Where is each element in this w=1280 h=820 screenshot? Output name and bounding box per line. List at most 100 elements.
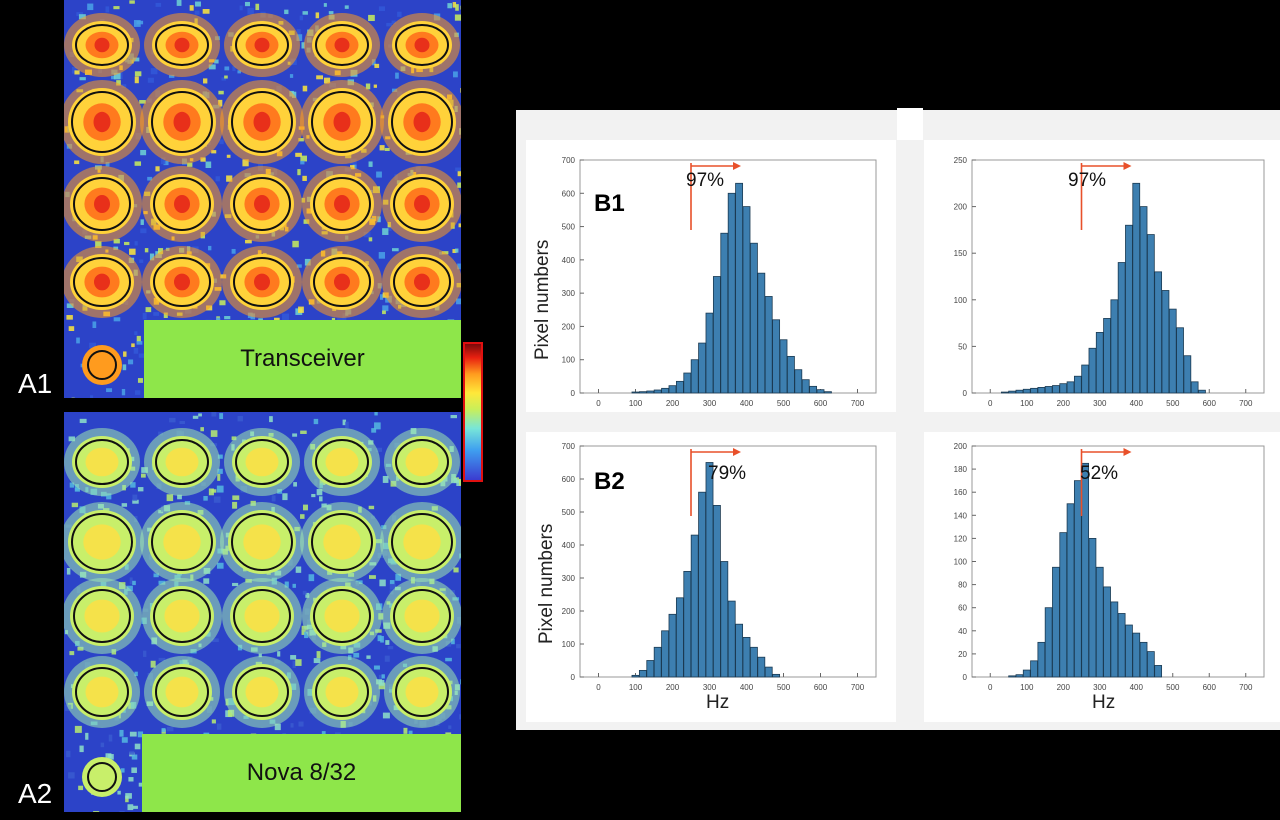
y-tick-label: 80 <box>958 581 967 590</box>
histogram-bar <box>690 534 699 678</box>
tissue-slice <box>302 166 382 242</box>
roi-contour <box>311 513 373 571</box>
histogram-bar <box>1095 566 1104 678</box>
y-tick-label: 40 <box>958 627 967 636</box>
y-tick-label: 250 <box>954 156 968 165</box>
histogram-bar <box>1125 224 1133 394</box>
histogram-bar <box>1117 262 1126 394</box>
arrow-head <box>733 448 741 456</box>
tissue-slice <box>82 345 122 385</box>
roi-contour <box>153 257 211 307</box>
x-tick-label: 500 <box>777 683 791 692</box>
x-tick-label: 300 <box>703 399 717 408</box>
x-tick-label: 0 <box>988 399 993 408</box>
histogram-bar <box>1183 355 1192 394</box>
divider <box>897 108 923 140</box>
histogram-bar <box>720 561 729 678</box>
histogram-bar <box>1066 503 1075 678</box>
x-tick-label: 700 <box>851 399 865 408</box>
roi-contour <box>315 24 369 66</box>
x-tick-label: 700 <box>1239 683 1253 692</box>
y-tick-label: 100 <box>954 558 968 567</box>
tissue-slice <box>142 578 222 654</box>
histogram-bar <box>1008 675 1017 678</box>
roi-contour <box>233 177 291 231</box>
tissue-slice <box>382 578 461 654</box>
roi-contour <box>235 667 289 717</box>
tissue-slice <box>384 656 460 728</box>
histogram-bar <box>1154 271 1163 394</box>
histogram-bar <box>727 600 736 678</box>
y-tick-label: 700 <box>562 442 576 451</box>
histogram-bar <box>1103 586 1111 678</box>
histogram-bar <box>712 505 721 678</box>
y-tick-label: 300 <box>562 574 576 583</box>
histogram-bar <box>1073 480 1082 678</box>
y-tick-label: 180 <box>954 465 968 474</box>
frequency-map-image <box>64 412 461 812</box>
histogram-bar <box>1161 290 1170 394</box>
tissue-slice <box>304 13 380 77</box>
frequency-map-transceiver: Transceiver <box>64 0 461 398</box>
histogram-bar <box>653 646 662 678</box>
histogram-bar <box>794 369 803 394</box>
tissue-slice <box>304 428 380 496</box>
histogram-bar <box>757 272 766 394</box>
percent-annotation: 97% <box>1068 170 1107 191</box>
tissue-slice <box>224 656 300 728</box>
frequency-map-image <box>64 0 461 398</box>
histogram-bar <box>809 385 818 394</box>
coil-label-text: Transceiver <box>240 345 365 372</box>
histogram-bar <box>683 570 692 678</box>
arrow-head <box>1123 448 1132 456</box>
roi-contour <box>233 257 291 307</box>
roi-contour <box>73 589 131 643</box>
y-tick-label: 100 <box>562 640 576 649</box>
y-tick-label: 200 <box>562 607 576 616</box>
histogram-bar <box>646 390 655 394</box>
roi-contour <box>153 177 211 231</box>
tissue-slice <box>64 502 144 582</box>
roi-contour <box>75 439 129 485</box>
x-tick-label: 600 <box>1203 683 1217 692</box>
histogram-bar <box>1008 390 1017 394</box>
histogram-bar <box>1088 538 1097 678</box>
x-tick-label: 0 <box>988 683 993 692</box>
y-tick-label: 20 <box>958 650 967 659</box>
histogram-bar <box>1176 327 1184 394</box>
tissue-slice <box>142 166 222 242</box>
histogram-bar <box>1059 383 1068 394</box>
roi-contour <box>231 513 293 571</box>
histogram-b2-left: 0 100 200 300 400 500 600 700 0 100 200 300 400 500 60… <box>526 432 896 722</box>
y-tick-label: 160 <box>954 488 968 497</box>
roi-contour <box>155 439 209 485</box>
histogram-bar <box>1139 206 1148 394</box>
x-axis-label: Hz <box>1092 692 1116 713</box>
roi-contour <box>87 350 117 380</box>
y-tick-label: 0 <box>571 673 576 682</box>
histogram-bar <box>1095 332 1104 394</box>
panel-label-a1: A1 <box>18 368 53 399</box>
percent-annotation: 97% <box>686 170 725 191</box>
panel-label-b2: B2 <box>594 468 625 495</box>
histogram-bar <box>772 673 781 678</box>
histogram-bar <box>735 182 744 394</box>
roi-contour <box>235 24 289 66</box>
y-axis-label: Pixel numbers <box>536 523 557 644</box>
y-tick-label: 200 <box>562 322 576 331</box>
arrow-head <box>733 162 741 170</box>
tissue-slice <box>142 246 222 318</box>
tissue-slice <box>222 246 302 318</box>
x-tick-label: 200 <box>666 683 680 692</box>
panel-label-b1: B1 <box>594 190 625 217</box>
histogram-bar <box>712 276 721 394</box>
histogram-bar <box>1132 182 1141 394</box>
y-tick-label: 120 <box>954 534 968 543</box>
histogram-bar <box>1110 299 1119 394</box>
roi-contour <box>311 91 373 153</box>
histogram-bar <box>1139 641 1148 678</box>
y-tick-label: 0 <box>963 673 968 682</box>
histogram-bar <box>638 669 647 678</box>
frequency-map-nova: Nova 8/32 <box>64 412 461 812</box>
y-tick-label: 0 <box>963 389 968 398</box>
